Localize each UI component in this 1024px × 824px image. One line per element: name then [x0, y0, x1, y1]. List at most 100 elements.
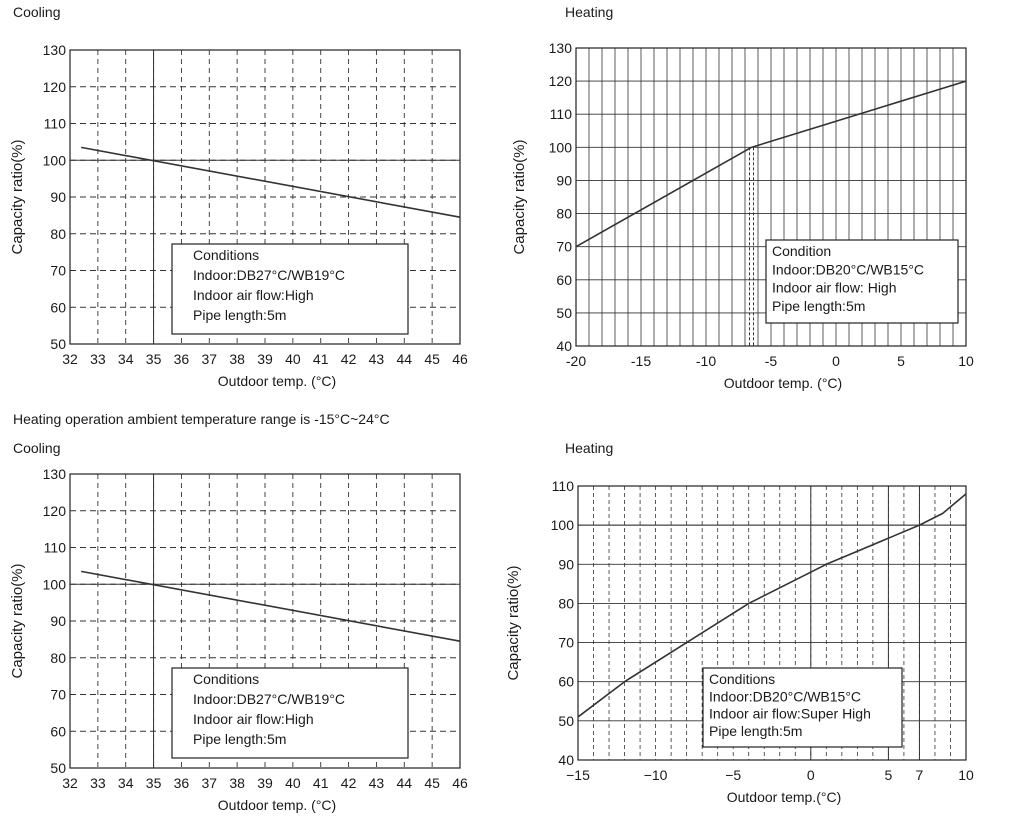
- series-line: [80, 146, 461, 218]
- x-tick-label: 34: [118, 351, 134, 367]
- legend-box: [171, 667, 409, 759]
- x-tick-label: 34: [118, 775, 134, 791]
- y-axis-label: Capacity ratio(%): [511, 139, 528, 254]
- chart-2-title: Heating: [565, 4, 614, 20]
- x-tick-label: 46: [452, 351, 468, 367]
- chart-4-title: Heating: [565, 440, 614, 456]
- legend-condition: Indoor air flow:High: [193, 287, 314, 303]
- y-tick-label: 50: [558, 713, 574, 729]
- y-tick-label: 120: [43, 79, 67, 95]
- y-tick-label: 60: [50, 723, 66, 739]
- plot-frame: [577, 485, 967, 761]
- legend-condition: Pipe length:5m: [193, 307, 286, 323]
- x-tick-label: 41: [313, 351, 329, 367]
- x-tick-label: 10: [958, 767, 974, 783]
- y-tick-label: 130: [549, 40, 573, 56]
- chart-1-title: Cooling: [13, 4, 61, 20]
- x-tick-label: 43: [369, 775, 385, 791]
- x-tick-label: 45: [424, 351, 440, 367]
- x-tick-label: 36: [174, 775, 190, 791]
- x-axis-label: Outdoor temp. (°C): [218, 373, 336, 389]
- y-axis-label: Capacity ratio(%): [505, 565, 522, 680]
- x-tick-label: 35: [146, 351, 162, 367]
- x-tick-label: 38: [229, 351, 245, 367]
- y-tick-label: 110: [44, 540, 67, 556]
- y-tick-label: 40: [556, 338, 572, 354]
- x-tick-label: 41: [313, 775, 329, 791]
- y-axis-label: Capacity ratio(%): [9, 139, 26, 254]
- plot-frame: [69, 49, 461, 345]
- y-tick-label: 90: [50, 613, 66, 629]
- y-tick-label: 70: [50, 687, 66, 703]
- x-tick-label: −15: [566, 767, 590, 783]
- x-tick-label: −10: [644, 767, 668, 783]
- y-tick-label: 80: [50, 650, 66, 666]
- x-tick-label: 36: [174, 351, 190, 367]
- x-tick-label: 46: [452, 775, 468, 791]
- legend-condition: Pipe length:5m: [193, 731, 286, 747]
- y-tick-label: 110: [552, 478, 575, 494]
- x-tick-label: 5: [885, 767, 893, 783]
- x-axis-label: Outdoor temp. (°C): [724, 375, 842, 391]
- y-tick-label: 100: [43, 152, 67, 168]
- y-tick-label: 120: [43, 503, 67, 519]
- x-tick-label: 37: [201, 775, 217, 791]
- x-tick-label: 42: [341, 351, 357, 367]
- x-tick-label: 40: [285, 775, 301, 791]
- legend-title: Conditions: [709, 671, 775, 687]
- legend-title: Conditions: [193, 247, 259, 263]
- x-tick-label: -5: [765, 353, 778, 369]
- y-tick-label: 60: [50, 299, 66, 315]
- legend-title: Conditions: [193, 671, 259, 687]
- y-tick-label: 70: [558, 635, 574, 651]
- y-tick-label: 90: [50, 189, 66, 205]
- x-tick-label: 0: [807, 767, 815, 783]
- legend-condition: Indoor:DB20°C/WB15°C: [772, 261, 924, 277]
- y-tick-label: 70: [556, 239, 572, 255]
- x-axis-label: Outdoor temp. (°C): [218, 797, 336, 813]
- x-tick-label: 45: [424, 775, 440, 791]
- y-tick-label: 110: [44, 116, 67, 132]
- y-tick-label: 80: [50, 226, 66, 242]
- x-tick-label: 39: [257, 351, 273, 367]
- x-tick-label: 33: [90, 775, 106, 791]
- y-tick-label: 60: [558, 674, 574, 690]
- x-axis-label: Outdoor temp.(°C): [727, 789, 842, 805]
- x-tick-label: 43: [369, 351, 385, 367]
- legend-condition: Indoor:DB20°C/WB15°C: [709, 688, 861, 704]
- y-tick-label: 50: [50, 336, 66, 352]
- y-tick-label: 40: [558, 752, 574, 768]
- x-tick-label: 38: [229, 775, 245, 791]
- x-tick-label: 37: [201, 351, 217, 367]
- legend-box: [765, 239, 959, 324]
- legend-box: [171, 243, 409, 335]
- y-tick-label: 90: [558, 556, 574, 572]
- x-tick-label: 32: [62, 351, 78, 367]
- x-tick-label: 0: [832, 353, 840, 369]
- series-line: [80, 570, 461, 642]
- y-tick-label: 100: [43, 576, 67, 592]
- y-tick-label: 100: [549, 139, 573, 155]
- x-tick-label: 5: [897, 353, 905, 369]
- series-line: [577, 493, 967, 718]
- legend-title: Condition: [772, 243, 831, 259]
- x-tick-label: -10: [696, 353, 716, 369]
- y-tick-label: 120: [549, 73, 573, 89]
- heating-range-note: Heating operation ambient temperature ra…: [13, 411, 390, 427]
- y-tick-label: 80: [556, 206, 572, 222]
- x-tick-label: 32: [62, 775, 78, 791]
- legend-condition: Indoor air flow: High: [772, 280, 897, 296]
- legend-condition: Indoor:DB27°C/WB19°C: [193, 691, 345, 707]
- y-tick-label: 80: [558, 595, 574, 611]
- legend-condition: Indoor:DB27°C/WB19°C: [193, 267, 345, 283]
- x-tick-label: 33: [90, 351, 106, 367]
- y-tick-label: 60: [556, 272, 572, 288]
- y-axis-label: Capacity ratio(%): [9, 563, 26, 678]
- x-tick-label: 10: [958, 353, 974, 369]
- legend-box: [702, 667, 903, 748]
- x-tick-label: 42: [341, 775, 357, 791]
